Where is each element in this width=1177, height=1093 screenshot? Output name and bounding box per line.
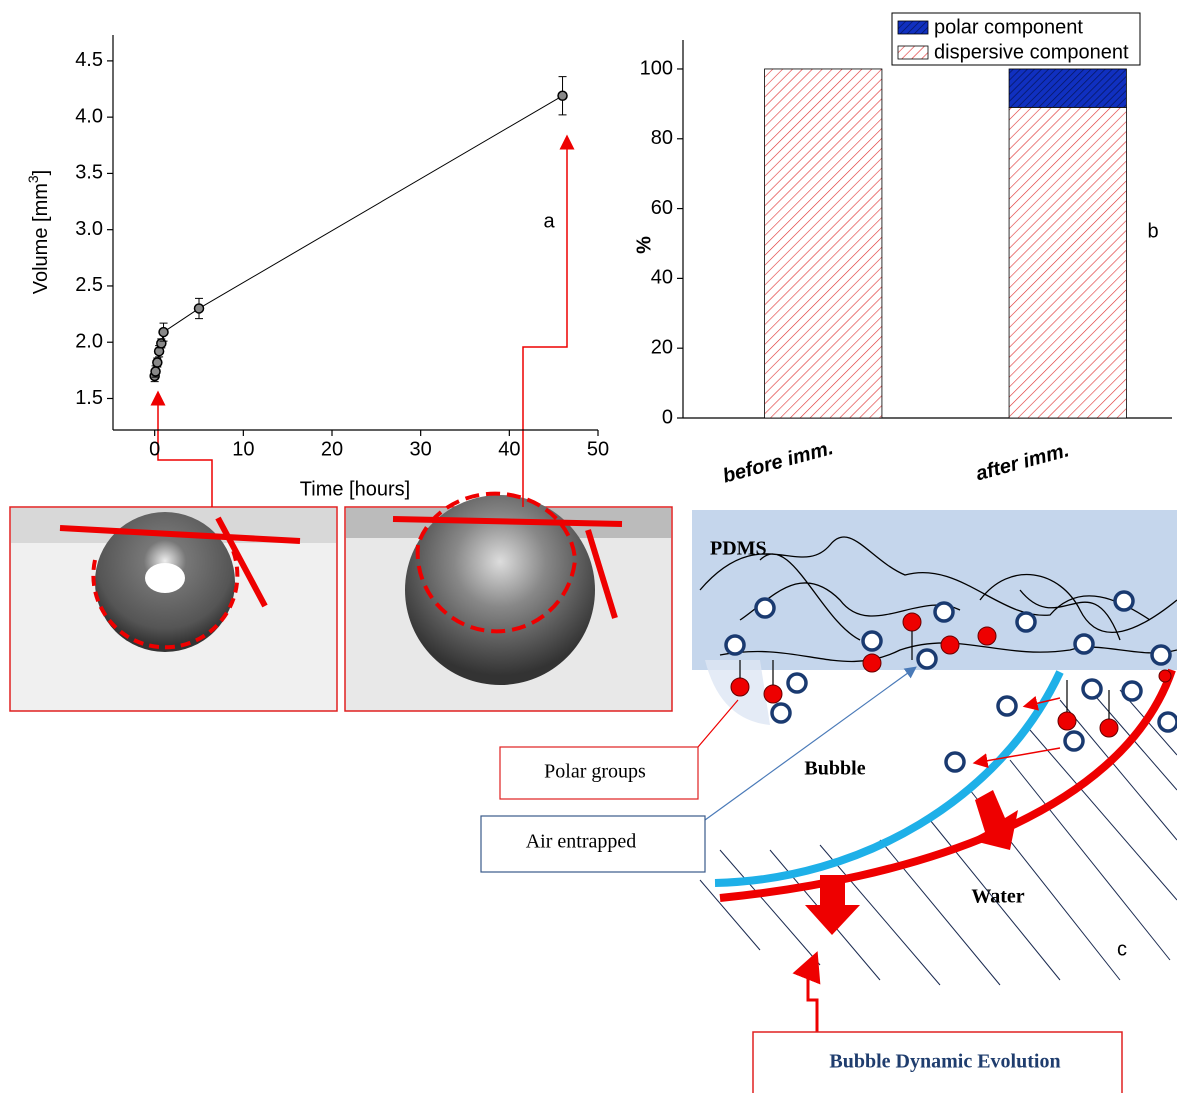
data-point [158, 326, 169, 338]
x-tick-label: 50 [587, 438, 609, 460]
y-axis-title: % [633, 236, 655, 254]
x-tick-label: 30 [410, 438, 432, 460]
callout: Polar groups [544, 761, 646, 783]
legend-label: dispersive component [934, 41, 1129, 63]
callout: Bubble Dynamic Evolution [829, 1051, 1060, 1073]
bubble-label: Bubble [804, 758, 865, 780]
legend-swatch [897, 45, 929, 60]
photo [344, 491, 673, 712]
panel-label: b [1147, 220, 1158, 242]
y-tick-label: 4.5 [75, 49, 103, 71]
callout: Air entrapped [526, 831, 637, 853]
data-point [557, 90, 568, 102]
data-point [193, 303, 205, 314]
x-axis-title: Time [hours] [300, 478, 410, 500]
photo [9, 506, 338, 712]
panel-label: a [543, 210, 555, 232]
data-point [152, 357, 163, 368]
data-point [150, 366, 161, 377]
x-tick-label: 20 [321, 438, 343, 460]
panel-label: c [1117, 938, 1127, 960]
y-tick-label: 40 [651, 267, 673, 289]
x-tick-label: 40 [498, 438, 520, 460]
x-tick-label: 0 [149, 438, 160, 460]
y-tick-label: 3.0 [75, 218, 103, 240]
y-tick-label: 60 [651, 197, 673, 219]
y-tick-label: 3.5 [75, 162, 103, 184]
water-label: Water [971, 886, 1024, 908]
y-title-text: Volume [mm [30, 183, 52, 294]
y-title-sup: 3 [25, 175, 41, 183]
data-line [154, 95, 563, 377]
bar-segment [764, 68, 883, 419]
y-tick-label: 2.0 [75, 331, 103, 353]
connector [150, 390, 213, 507]
y-axis-title: Volume [mm3] [25, 170, 53, 295]
x-tick-label: 10 [232, 438, 254, 460]
y-tick-label: 1.5 [75, 387, 103, 409]
y-tick-label: 2.5 [75, 274, 103, 296]
legend-label: polar component [934, 16, 1083, 38]
y-tick-label: 20 [651, 336, 673, 358]
y-tick-label: 100 [640, 57, 673, 79]
x-tick-label: before imm. [720, 437, 835, 488]
y-tick-label: 4.0 [75, 105, 103, 127]
x-tick-label: after imm. [974, 439, 1072, 485]
material-label: PDMS [710, 538, 767, 560]
legend-box [891, 12, 1141, 66]
bar-segment [1008, 68, 1127, 108]
connector [522, 134, 575, 507]
y-title-end: ] [30, 170, 52, 176]
data-point [156, 338, 167, 349]
bar-segment [1008, 106, 1127, 419]
legend-swatch [897, 20, 929, 35]
schematic [480, 510, 1177, 1093]
y-tick-label: 80 [651, 127, 673, 149]
y-tick-label: 0 [662, 406, 673, 428]
